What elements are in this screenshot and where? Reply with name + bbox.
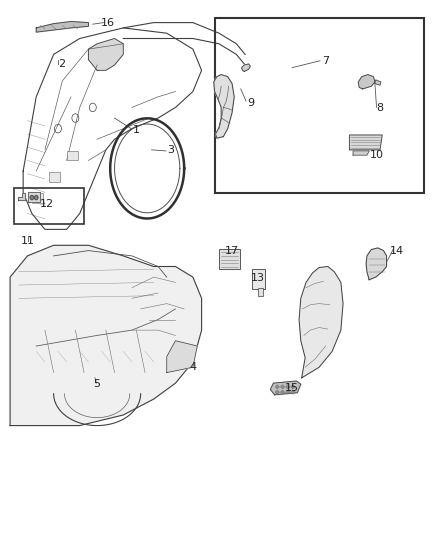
Text: 15: 15: [285, 383, 299, 393]
Polygon shape: [291, 390, 295, 394]
Text: 16: 16: [101, 18, 115, 28]
Polygon shape: [366, 248, 387, 280]
Text: 13: 13: [251, 273, 265, 283]
Polygon shape: [18, 193, 25, 200]
Polygon shape: [28, 192, 40, 202]
Bar: [32, 193, 43, 203]
Text: 4: 4: [189, 362, 197, 372]
Bar: [219, 249, 240, 269]
Bar: [258, 288, 263, 296]
Polygon shape: [242, 64, 251, 71]
Polygon shape: [350, 135, 382, 150]
Text: 14: 14: [389, 246, 404, 256]
Text: 7: 7: [322, 56, 329, 66]
Circle shape: [35, 196, 38, 200]
Polygon shape: [280, 390, 285, 394]
Text: 3: 3: [168, 145, 175, 155]
Text: 17: 17: [225, 246, 239, 256]
Text: 9: 9: [247, 98, 254, 108]
Polygon shape: [275, 385, 279, 389]
Polygon shape: [88, 38, 123, 70]
Polygon shape: [286, 385, 290, 389]
Circle shape: [30, 196, 34, 200]
Text: 12: 12: [40, 199, 54, 209]
Bar: [252, 269, 265, 289]
Polygon shape: [299, 266, 343, 378]
Polygon shape: [275, 390, 279, 394]
Polygon shape: [167, 341, 197, 373]
Text: 11: 11: [21, 236, 35, 246]
Polygon shape: [286, 390, 290, 394]
Polygon shape: [214, 75, 234, 138]
Bar: [215, 18, 424, 193]
Text: 2: 2: [58, 59, 65, 69]
Polygon shape: [358, 75, 375, 89]
Polygon shape: [353, 151, 369, 155]
Polygon shape: [36, 21, 88, 32]
Bar: [67, 151, 78, 160]
Text: 8: 8: [377, 103, 384, 114]
Polygon shape: [270, 381, 301, 395]
Text: 10: 10: [370, 150, 384, 160]
Text: 5: 5: [93, 379, 100, 389]
Polygon shape: [375, 80, 381, 85]
Bar: [14, 188, 84, 224]
Polygon shape: [291, 385, 295, 389]
Polygon shape: [280, 385, 285, 389]
Bar: [49, 172, 60, 182]
Polygon shape: [10, 245, 201, 425]
Text: 1: 1: [133, 125, 140, 135]
